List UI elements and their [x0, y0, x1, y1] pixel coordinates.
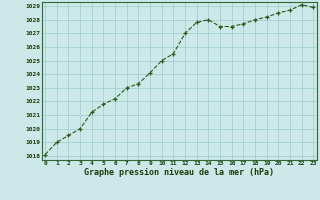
- X-axis label: Graphe pression niveau de la mer (hPa): Graphe pression niveau de la mer (hPa): [84, 168, 274, 177]
